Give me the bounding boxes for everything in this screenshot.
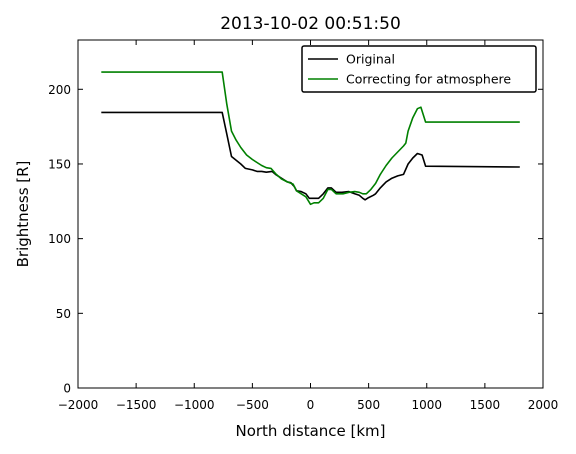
x-tick-label: 1500 xyxy=(470,398,501,412)
x-tick-label: 2000 xyxy=(528,398,559,412)
x-tick-label: 0 xyxy=(307,398,315,412)
series-layer xyxy=(101,71,520,206)
chart-title: 2013-10-02 00:51:50 xyxy=(220,14,401,34)
legend-label: Original xyxy=(346,52,395,67)
legend-box xyxy=(301,45,537,93)
y-tick-label: 200 xyxy=(48,83,71,97)
legend-label: Correcting for atmosphere xyxy=(346,72,511,87)
y-tick-label: 100 xyxy=(48,232,71,246)
series-line-original xyxy=(101,111,520,201)
x-tick-label: 1000 xyxy=(411,398,442,412)
y-tick-label: 150 xyxy=(48,157,71,171)
series-line-corrected xyxy=(101,71,520,206)
x-axis: −2000 −1500 −1000 −500 0 500 1000 1500 2000 xyxy=(58,40,559,412)
y-tick-label: 50 xyxy=(56,307,71,321)
y-axis: 0 50 100 150 200 xyxy=(48,83,543,396)
x-axis-label: North distance [km] xyxy=(235,422,385,440)
y-tick-label: 0 xyxy=(63,382,71,396)
x-tick-label: 500 xyxy=(357,398,380,412)
x-tick-label: −500 xyxy=(236,398,269,412)
x-tick-label: −1500 xyxy=(116,398,157,412)
x-tick-label: −1000 xyxy=(174,398,215,412)
y-axis-label: Brightness [R] xyxy=(14,161,32,268)
legend: Original Correcting for atmosphere xyxy=(301,45,537,93)
x-tick-label: −2000 xyxy=(58,398,99,412)
